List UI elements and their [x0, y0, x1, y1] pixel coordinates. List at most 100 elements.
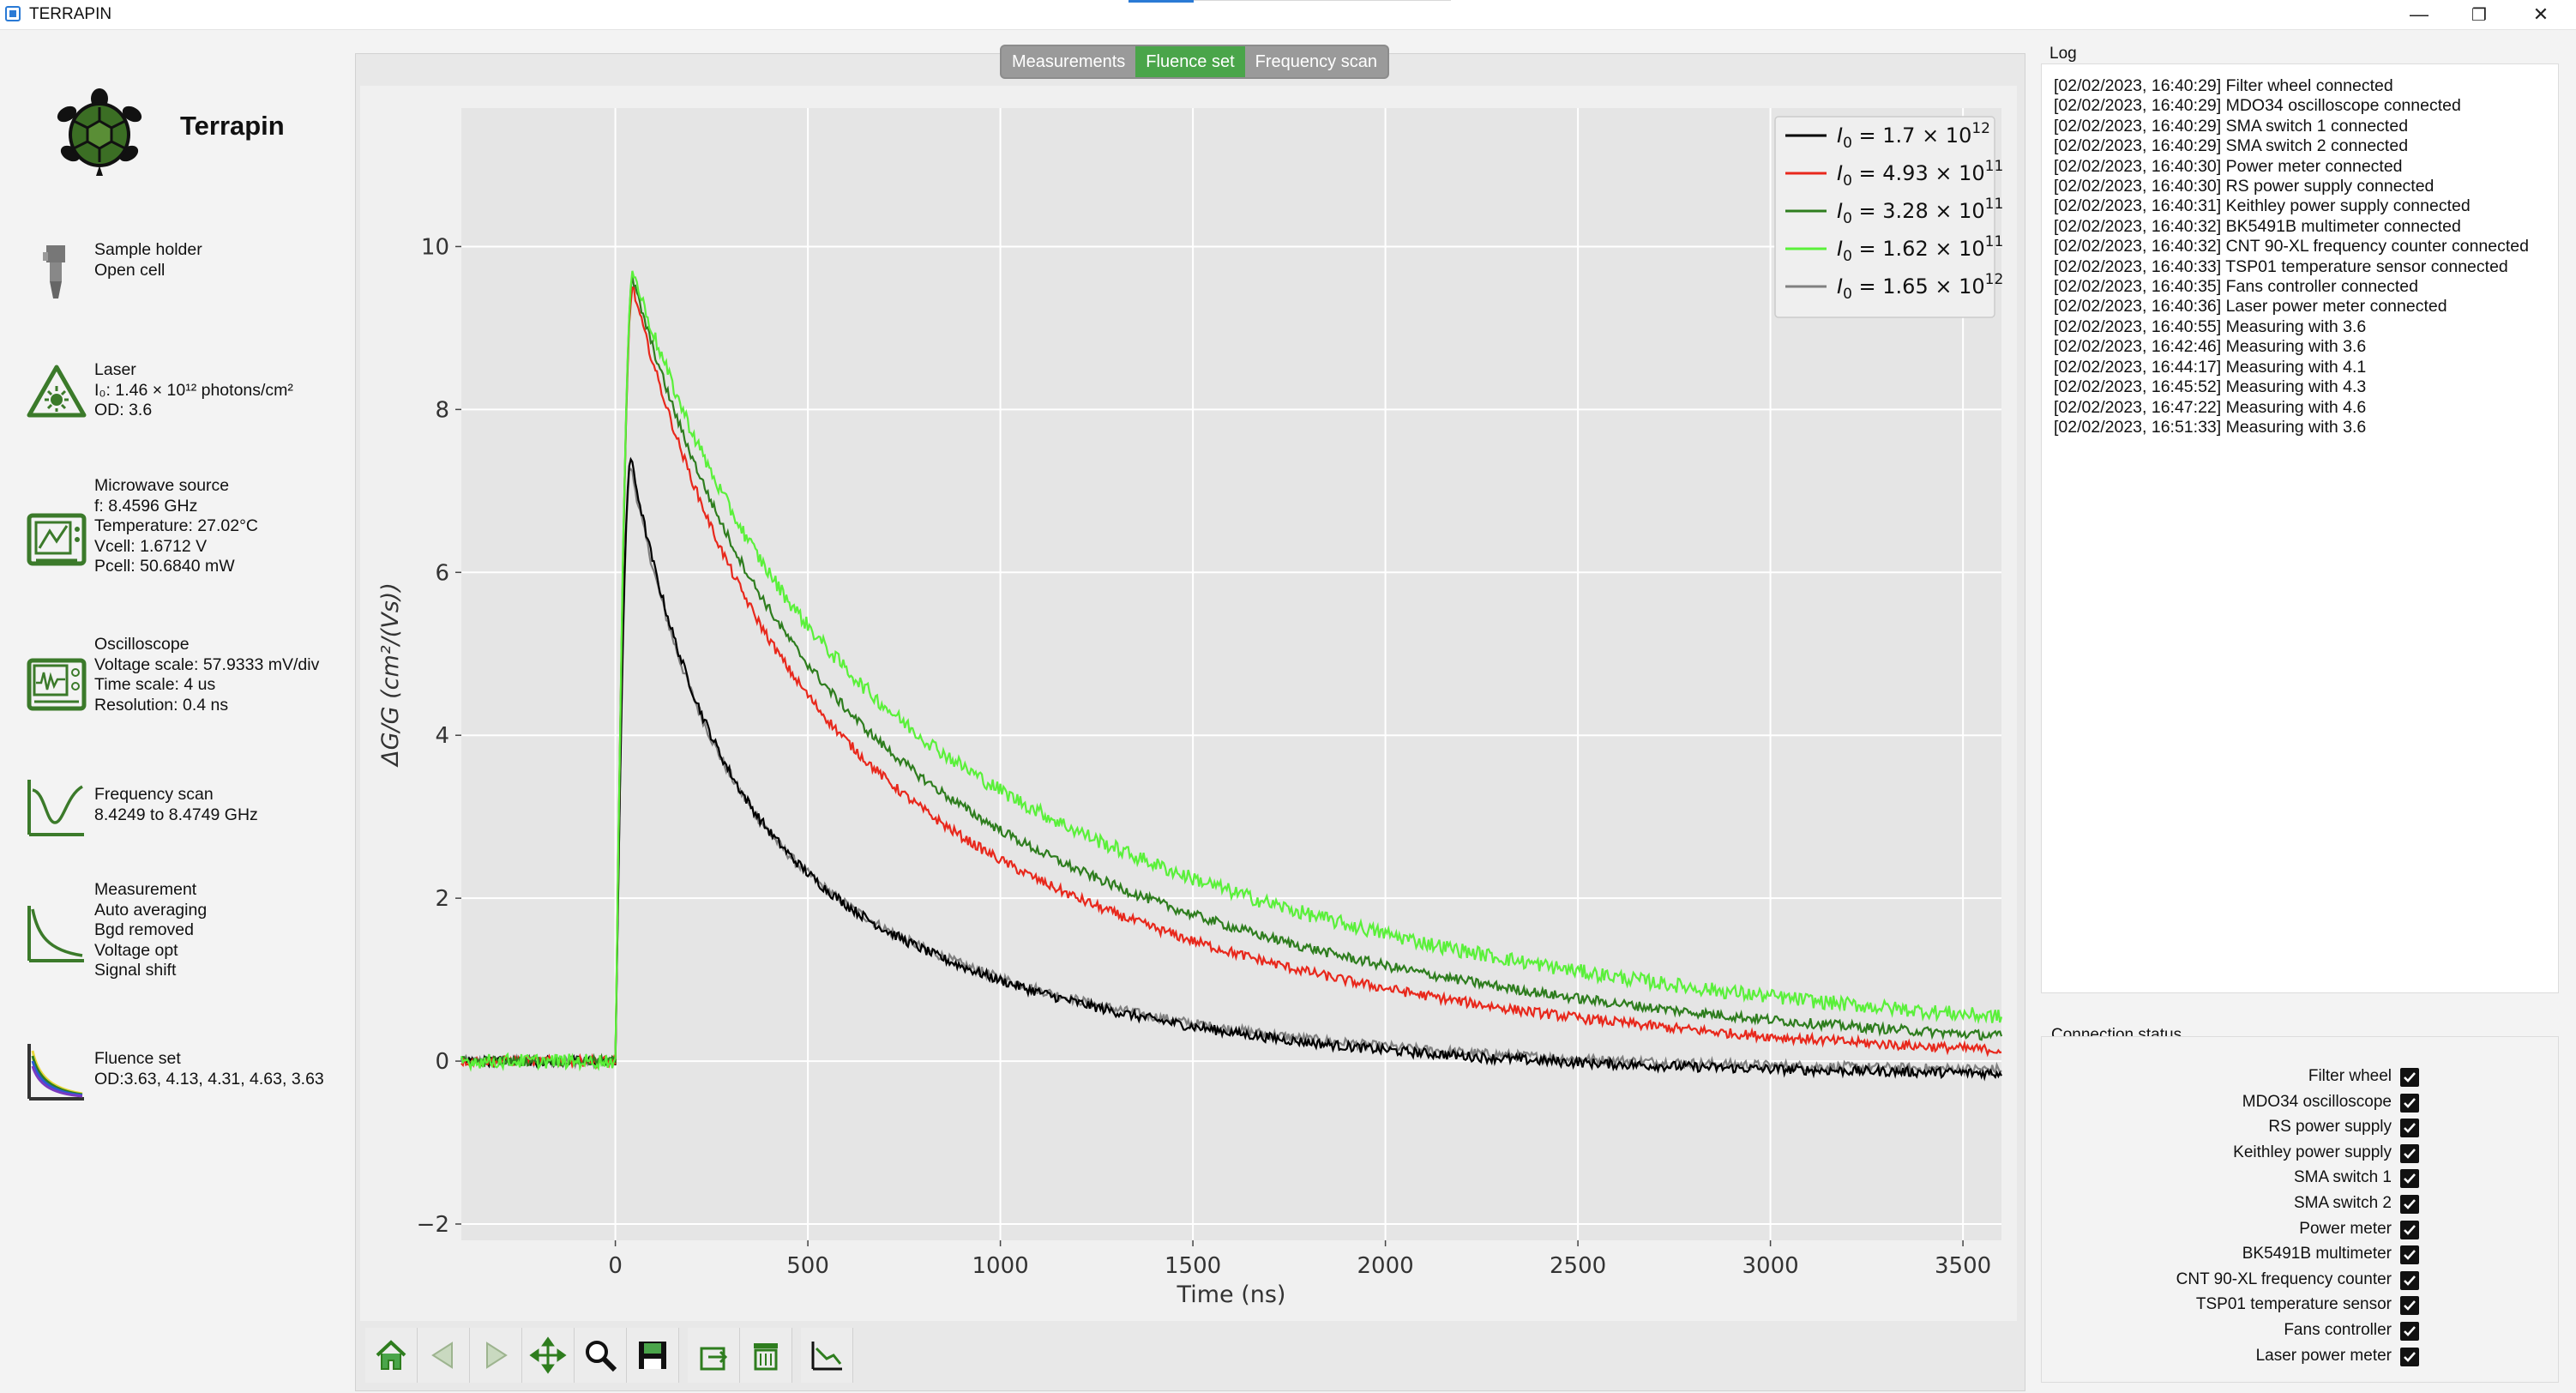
view-tabs: Measurements Fluence set Frequency scan [1000, 45, 1389, 79]
export-button[interactable] [688, 1328, 740, 1383]
y-tick-label: 10 [421, 234, 449, 260]
laser-fluence: I₀: 1.46 × 10¹² photons/cm² [94, 380, 293, 400]
home-icon [376, 1340, 406, 1370]
y-axis-label: ΔG/G (cm²/(Vs)) [377, 582, 404, 768]
connection-row: BK5491B multimeter [2042, 1242, 2560, 1268]
legend-entry: I0 = 1.62 × 1011 [1837, 233, 2003, 265]
plot-options-button[interactable] [801, 1328, 853, 1383]
microwave-temperature: Temperature: 27.02°C [94, 516, 258, 535]
connection-checkbox[interactable] [2400, 1322, 2419, 1341]
connection-checkbox[interactable] [2400, 1195, 2419, 1214]
sample-holder-value: Open cell [94, 260, 166, 280]
clear-button[interactable] [740, 1328, 792, 1383]
brand-name: Terrapin [180, 111, 285, 141]
series-line [460, 270, 2003, 1072]
sidebar: Terrapin Sample holder Open cell Laser [0, 30, 353, 1393]
connection-label: BK5491B multimeter [2242, 1245, 2392, 1263]
microwave-title: Microwave source [94, 476, 230, 495]
save-button[interactable] [627, 1328, 679, 1383]
log-line: [02/02/2023, 16:40:33] TSP01 temperature… [2054, 256, 2508, 276]
connection-checkbox[interactable] [2400, 1093, 2419, 1113]
measurement-shift: Signal shift [94, 961, 177, 980]
series-line [460, 286, 2002, 1070]
log-line: [02/02/2023, 16:40:29] MDO34 oscilloscop… [2054, 96, 2461, 116]
pan-button[interactable] [522, 1328, 575, 1383]
home-button[interactable] [365, 1328, 418, 1383]
connection-row: SMA switch 1 [2042, 1166, 2560, 1191]
plot-area: 0 500 1000 1500 2000 2500 3000 3500 −2 0 2 4 6 8 10 Tim… [360, 86, 2017, 1321]
connection-checkbox[interactable] [2400, 1220, 2419, 1239]
minimize-button[interactable]: — [2410, 3, 2429, 25]
connection-checkbox[interactable] [2400, 1119, 2419, 1138]
connection-checkbox[interactable] [2400, 1169, 2419, 1189]
microwave-vcell: Vcell: 1.6712 V [94, 536, 208, 556]
legend-entry: I0 = 1.7 × 1012 [1837, 120, 1990, 152]
x-tick-label: 0 [608, 1253, 623, 1279]
y-tick-label: 8 [435, 397, 449, 423]
oscilloscope-voltage-scale: Voltage scale: 57.9333 mV/div [94, 654, 320, 674]
connection-checkbox[interactable] [2400, 1068, 2419, 1087]
forward-button[interactable] [470, 1328, 522, 1383]
connection-checkbox[interactable] [2400, 1347, 2419, 1366]
connection-label: Laser power meter [2255, 1346, 2392, 1365]
connection-checkbox[interactable] [2400, 1245, 2419, 1265]
x-tick-label: 1000 [972, 1253, 1029, 1279]
connection-label: Fans controller [2284, 1321, 2392, 1339]
back-button[interactable] [418, 1328, 470, 1383]
connection-label: Keithley power supply [2233, 1143, 2392, 1161]
log-line: [02/02/2023, 16:47:22] Measuring with 4.… [2054, 397, 2367, 417]
close-button[interactable]: ✕ [2532, 3, 2549, 25]
clear-icon [754, 1343, 778, 1371]
laser-icon [27, 365, 87, 418]
x-axis-label: Time (ns) [1177, 1281, 1286, 1308]
measurement-title: Measurement [94, 880, 197, 899]
tab-measurements[interactable]: Measurements [1012, 52, 1126, 71]
pan-icon [529, 1336, 567, 1374]
tab-frequency-scan[interactable]: Frequency scan [1255, 52, 1377, 71]
connection-checkbox[interactable] [2400, 1296, 2419, 1316]
oscilloscope-title: Oscilloscope [94, 635, 190, 654]
x-tick-label: 500 [786, 1253, 829, 1279]
connection-row: Filter wheel [2042, 1064, 2560, 1090]
frequency-scan-range: 8.4249 to 8.4749 GHz [94, 805, 258, 824]
fluence-chart[interactable]: 0 500 1000 1500 2000 2500 3000 3500 −2 0 2 4 6 8 10 Tim… [360, 86, 2017, 1321]
measurement-icon [27, 906, 84, 962]
legend-entry: I0 = 1.65 × 1012 [1837, 271, 2003, 303]
plot-toolbar [365, 1328, 853, 1384]
zoom-icon [586, 1341, 617, 1372]
connection-row: Laser power meter [2042, 1344, 2560, 1370]
log-line: [02/02/2023, 16:40:30] RS power supply c… [2054, 177, 2435, 196]
forward-icon [486, 1342, 508, 1369]
connection-checkbox[interactable] [2400, 1270, 2419, 1290]
connection-label: SMA switch 2 [2293, 1194, 2392, 1212]
log-line: [02/02/2023, 16:40:29] Filter wheel conn… [2054, 76, 2393, 95]
connection-status-panel: Filter wheel MDO34 oscilloscope RS power s… [2041, 1036, 2559, 1383]
back-icon [431, 1342, 453, 1369]
titlebar-accent [1129, 0, 1194, 3]
save-icon [639, 1342, 666, 1369]
log-panel[interactable]: [02/02/2023, 16:40:29] Filter wheel conn… [2041, 63, 2559, 993]
fluence-set-icon [27, 1044, 84, 1101]
restore-button[interactable]: ❐ [2471, 5, 2487, 25]
log-line: [02/02/2023, 16:40:30] Power meter conne… [2054, 156, 2403, 176]
legend-entry: I0 = 4.93 × 1011 [1837, 158, 2003, 190]
microwave-source-icon [27, 513, 87, 566]
tab-fluence-set[interactable]: Fluence set [1135, 46, 1245, 77]
zoom-button[interactable] [575, 1328, 627, 1383]
measurement-voltage: Voltage opt [94, 940, 178, 960]
laser-title: Laser [94, 360, 136, 379]
legend-box [1774, 116, 1995, 318]
connection-row: RS power supply [2042, 1115, 2560, 1141]
turtle-logo-icon [57, 88, 142, 176]
frequency-scan-icon [27, 780, 84, 836]
connection-row: TSP01 temperature sensor [2042, 1293, 2560, 1318]
connection-checkbox[interactable] [2400, 1143, 2419, 1163]
frequency-scan-title: Frequency scan [94, 785, 214, 804]
connection-label: CNT 90-XL frequency counter [2176, 1269, 2392, 1288]
microwave-pcell: Pcell: 50.6840 mW [94, 557, 235, 576]
connection-label: TSP01 temperature sensor [2195, 1295, 2392, 1314]
plot-options-icon [811, 1342, 842, 1371]
laser-od: OD: 3.6 [94, 401, 153, 419]
export-icon [700, 1347, 728, 1371]
y-tick-label: 0 [435, 1049, 449, 1075]
